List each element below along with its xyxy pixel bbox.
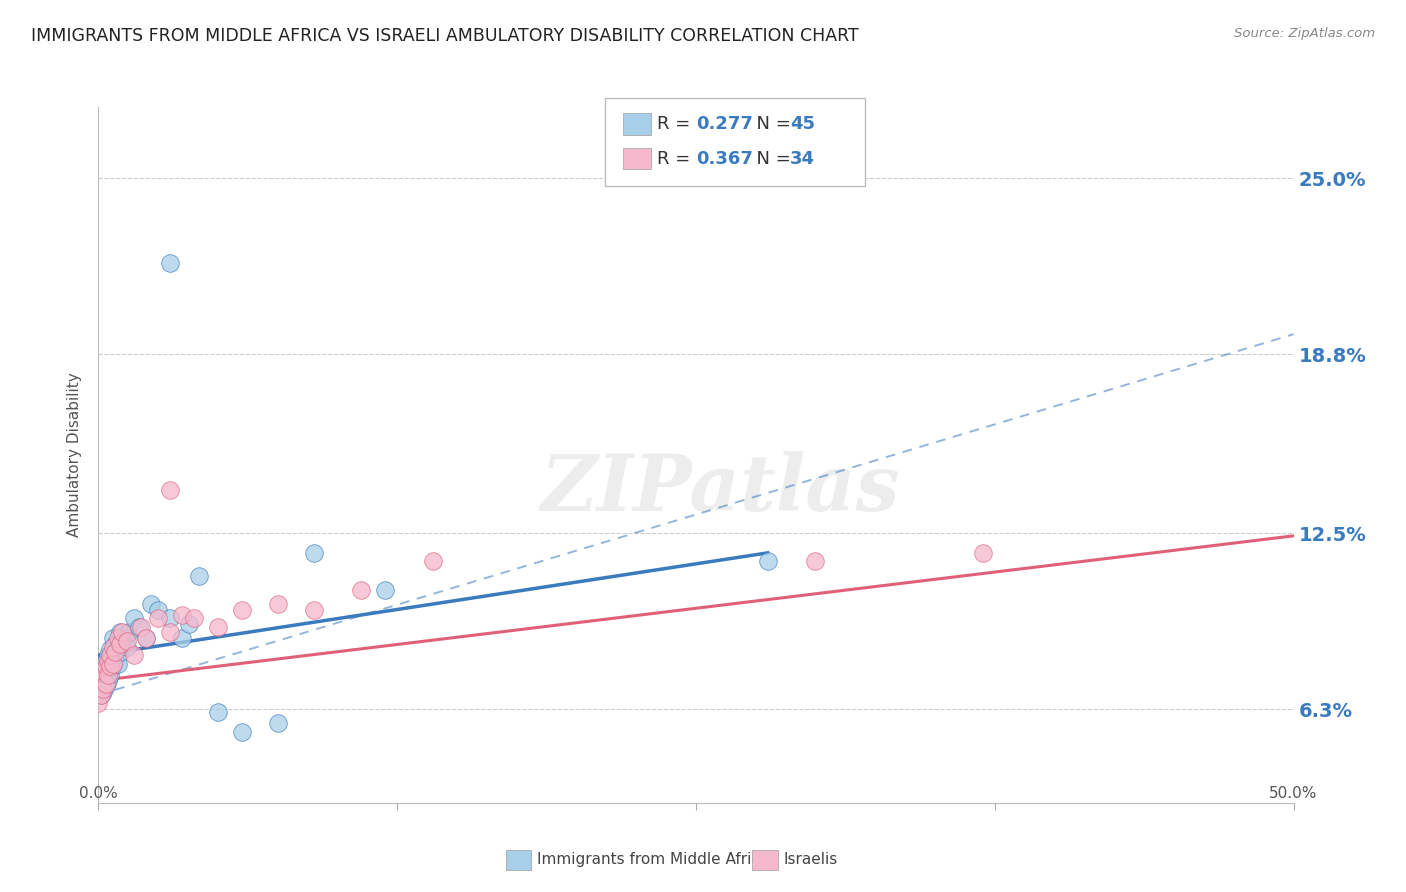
Point bbox=[90, 673, 112, 688]
Point bbox=[172, 608, 194, 623]
Point bbox=[97, 668, 120, 682]
Point bbox=[97, 654, 120, 668]
Point bbox=[97, 648, 120, 662]
Text: 0.0%: 0.0% bbox=[79, 786, 118, 801]
Text: 45: 45 bbox=[790, 115, 815, 133]
Text: 34: 34 bbox=[790, 150, 815, 168]
Point bbox=[101, 631, 124, 645]
Point bbox=[98, 648, 122, 662]
Text: ZIPatlas: ZIPatlas bbox=[540, 451, 900, 528]
Point bbox=[97, 662, 120, 676]
Point bbox=[107, 631, 129, 645]
Point bbox=[804, 554, 827, 568]
Point bbox=[94, 654, 117, 668]
Text: Source: ZipAtlas.com: Source: ZipAtlas.com bbox=[1234, 27, 1375, 40]
Text: Immigrants from Middle Africa: Immigrants from Middle Africa bbox=[537, 853, 769, 867]
Point bbox=[94, 659, 117, 673]
Point bbox=[124, 611, 146, 625]
Text: N =: N = bbox=[745, 115, 797, 133]
Point bbox=[107, 657, 129, 671]
Text: 0.277: 0.277 bbox=[696, 115, 752, 133]
Point bbox=[94, 659, 117, 673]
Point bbox=[972, 546, 994, 560]
Point bbox=[114, 631, 136, 645]
Point bbox=[231, 724, 253, 739]
Point bbox=[104, 654, 127, 668]
Text: R =: R = bbox=[657, 115, 696, 133]
Point bbox=[756, 554, 779, 568]
Point bbox=[91, 685, 114, 699]
Point bbox=[139, 597, 162, 611]
Point bbox=[159, 625, 181, 640]
Point bbox=[104, 645, 127, 659]
Point bbox=[183, 611, 205, 625]
Point bbox=[90, 688, 112, 702]
Point bbox=[91, 665, 114, 680]
Point bbox=[374, 582, 396, 597]
Point bbox=[207, 705, 229, 719]
Text: 50.0%: 50.0% bbox=[1270, 786, 1317, 801]
Point bbox=[98, 654, 122, 668]
Text: 0.367: 0.367 bbox=[696, 150, 752, 168]
Point bbox=[267, 597, 290, 611]
Point bbox=[108, 625, 131, 640]
Point bbox=[87, 682, 110, 697]
Point bbox=[90, 671, 112, 685]
Text: IMMIGRANTS FROM MIDDLE AFRICA VS ISRAELI AMBULATORY DISABILITY CORRELATION CHART: IMMIGRANTS FROM MIDDLE AFRICA VS ISRAELI… bbox=[31, 27, 859, 45]
Point bbox=[350, 582, 373, 597]
Point bbox=[231, 603, 253, 617]
Point bbox=[87, 697, 110, 711]
Point bbox=[172, 631, 194, 645]
Point bbox=[135, 631, 157, 645]
Point bbox=[148, 611, 170, 625]
Point bbox=[128, 620, 150, 634]
Point bbox=[94, 679, 117, 693]
Point bbox=[187, 568, 209, 582]
Point bbox=[101, 648, 124, 662]
Point bbox=[108, 637, 131, 651]
Point bbox=[159, 256, 181, 270]
Point bbox=[115, 640, 138, 654]
Point bbox=[124, 648, 146, 662]
Point bbox=[267, 716, 290, 731]
Y-axis label: Ambulatory Disability: Ambulatory Disability bbox=[67, 373, 83, 537]
Point bbox=[90, 688, 112, 702]
Point bbox=[107, 640, 129, 654]
Point bbox=[207, 620, 229, 634]
Point bbox=[159, 483, 181, 498]
Point bbox=[101, 640, 124, 654]
Point bbox=[98, 642, 122, 657]
Point bbox=[104, 637, 127, 651]
Point bbox=[179, 616, 201, 631]
Point bbox=[302, 603, 325, 617]
Point bbox=[94, 676, 117, 690]
Point bbox=[159, 611, 181, 625]
Point bbox=[302, 546, 325, 560]
Point bbox=[108, 645, 131, 659]
Point bbox=[148, 603, 170, 617]
Point bbox=[115, 634, 138, 648]
Point bbox=[98, 659, 122, 673]
Point bbox=[101, 657, 124, 671]
Point bbox=[91, 682, 114, 697]
Point bbox=[97, 673, 120, 688]
Point bbox=[422, 554, 444, 568]
Point bbox=[94, 668, 117, 682]
Text: R =: R = bbox=[657, 150, 696, 168]
Point bbox=[101, 659, 124, 673]
Text: N =: N = bbox=[745, 150, 797, 168]
Point bbox=[118, 625, 141, 640]
Point bbox=[111, 637, 134, 651]
Point bbox=[111, 625, 134, 640]
Point bbox=[91, 676, 114, 690]
Text: Israelis: Israelis bbox=[783, 853, 838, 867]
Point bbox=[98, 668, 122, 682]
Point bbox=[91, 665, 114, 680]
Point bbox=[131, 620, 153, 634]
Point bbox=[135, 631, 157, 645]
